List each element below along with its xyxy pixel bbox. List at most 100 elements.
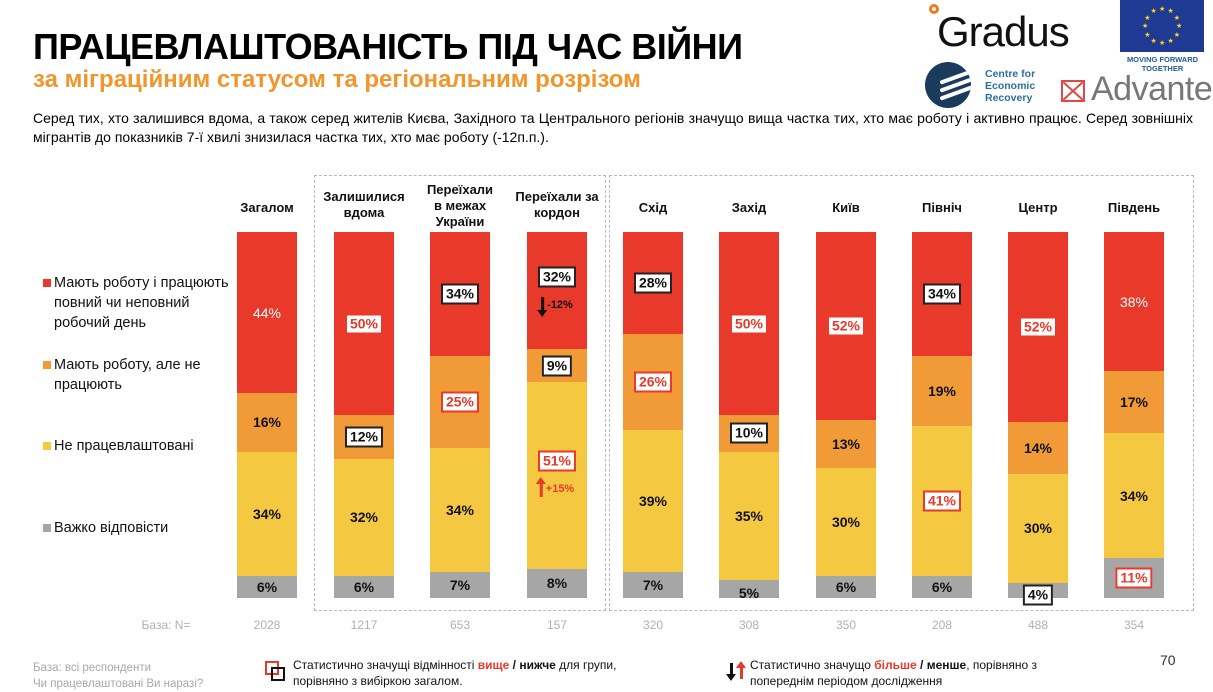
data-label: 11% [1115, 567, 1153, 589]
page-title: ПРАЦЕВЛАШТОВАНІСТЬ ПІД ЧАС ВІЙНИ [33, 26, 743, 67]
bar-segment-work_not: 12% [334, 415, 394, 459]
bar-segment-unemployed: 34% [1104, 433, 1164, 558]
data-label: 51% [537, 450, 577, 472]
eu-star-icon: ★ [1144, 31, 1151, 39]
stacked-bar: 50% 12% 32% 6% [334, 232, 394, 598]
column-header: Захід [731, 200, 767, 215]
data-label: 50% [344, 313, 384, 334]
bar-segment-hard: 7% [430, 572, 490, 598]
base-n-value: 1217 [350, 618, 378, 632]
data-label: 5% [738, 584, 760, 601]
bar-segment-work_full: 28% [623, 232, 683, 335]
bar-segment-hard: 4% [1008, 583, 1068, 606]
bar-segment-unemployed: 35% [719, 451, 779, 580]
bar-segment-unemployed: 51% +15% [527, 382, 587, 569]
column-header: Залишилися вдома [323, 189, 405, 220]
chg-less: менше [926, 658, 967, 672]
bar-segment-unemployed: 30% [816, 467, 876, 577]
stacked-bar: 34% 25% 34% 7% [430, 232, 490, 598]
data-label: 52% [826, 315, 866, 337]
partner-logos: Gradus ★ ★ ★ ★ ★ ★ ★ ★ ★ ★ ★ ★ MOVING FORWARD TOGET… [925, 0, 1213, 110]
stacked-bar: 50% 10% 35% 5% [719, 232, 779, 601]
bar-segment-hard: 6% [912, 576, 972, 598]
column-header: Переїхали за кордон [515, 189, 599, 220]
bar-segment-work_not: 9% [527, 349, 587, 383]
data-label: 8% [546, 575, 568, 592]
data-label: 10% [729, 422, 769, 444]
base-n-value: 157 [546, 618, 568, 632]
bar-segment-hard: 11% [1104, 557, 1164, 598]
column-header: Переїхали в межах України [426, 182, 494, 229]
base-n-value: 354 [1123, 618, 1145, 632]
bar-segment-unemployed: 34% [430, 447, 490, 573]
legend-swatch-orange [43, 361, 51, 369]
bar-segment-hard: 7% [623, 572, 683, 598]
bar-segment-work_full: 52% [816, 232, 876, 421]
column-header: Загалом [240, 200, 294, 215]
sig-text: Статистично значущі відмінності [293, 658, 478, 672]
legend-swatch-yellow [43, 442, 51, 450]
bar-segment-hard: 5% [719, 579, 779, 601]
eu-star-icon: ★ [1144, 14, 1151, 22]
column-header: Південь [1107, 200, 1161, 215]
eu-star-icon: ★ [1167, 37, 1174, 45]
footer-question: Чи працевлаштовані Ви наразі? [33, 678, 204, 690]
eu-star-icon: ★ [1159, 40, 1166, 47]
bar-segment-unemployed: 39% [623, 429, 683, 573]
base-n-value: 2028 [253, 618, 281, 632]
data-label: 34% [445, 502, 475, 519]
data-label: 34% [1119, 487, 1149, 504]
bar-segment-hard: 6% [237, 576, 297, 598]
base-n-value: 350 [835, 618, 857, 632]
bar-segment-work_not: 10% [719, 415, 779, 452]
data-label: 17% [1119, 394, 1149, 411]
data-label: 50% [729, 313, 769, 334]
significance-boxes-icon [265, 661, 287, 683]
data-label: 38% [1119, 293, 1149, 310]
eu-star-icon: ★ [1173, 14, 1180, 22]
gradus-dot-icon [929, 4, 939, 14]
legend-swatch-red [43, 279, 51, 287]
legend-swatch-gray [43, 524, 51, 532]
base-n-value: 653 [449, 618, 471, 632]
bar-segment-hard: 8% [527, 568, 587, 598]
footer-base-line-1: База: всі респонденти [33, 662, 152, 674]
regions-group-box [609, 175, 1194, 611]
data-label: 9% [541, 355, 573, 377]
change-value: -12% [547, 298, 573, 311]
description-text: Серед тих, хто залишився вдома, а також … [33, 110, 1193, 145]
eu-star-icon: ★ [1150, 8, 1157, 16]
data-label: 7% [642, 577, 664, 594]
data-label: 30% [831, 513, 861, 530]
bar-segment-work_not: 13% [816, 420, 876, 468]
bar-segment-unemployed: 34% [237, 451, 297, 577]
data-label: 14% [1023, 439, 1053, 456]
stacked-bar: 52% 13% 30% 6% [816, 232, 876, 598]
page-subtitle: за міграційним статусом та регіональним … [33, 66, 641, 93]
sig-sep: / [509, 658, 520, 672]
cer-logo-text: Centre for Economic Recovery [985, 68, 1035, 104]
eu-star-icon: ★ [1176, 23, 1183, 30]
stacked-bar: 44% 16% 34% 6% [237, 232, 297, 598]
bar-segment-work_full: 34% [430, 232, 490, 357]
footer-base-note: База: всі респонденти Чи працевлаштовані… [33, 660, 203, 692]
data-label: 6% [931, 579, 953, 595]
bar-segment-work_not: 16% [237, 393, 297, 452]
eu-slogan: MOVING FORWARD TOGETHER [1126, 55, 1199, 73]
data-label: 44% [252, 304, 282, 321]
eu-star-icon: ★ [1142, 23, 1149, 30]
base-n-value: 320 [642, 618, 664, 632]
data-label: 34% [922, 283, 962, 305]
data-label: 32% [537, 266, 577, 288]
cer-line-3: Recovery [985, 92, 1033, 104]
change-value: +15% [545, 483, 575, 496]
cer-line-2: Economic [985, 80, 1036, 92]
legend-label: Мають роботу і працюють повний чи неповн… [54, 275, 229, 331]
sig-text-post: для групи, [555, 658, 617, 672]
legend-item-hard: Важко відповісти [40, 518, 240, 538]
chg-text: Статистично значущо [750, 658, 875, 672]
gradus-logo: Gradus [937, 8, 1070, 55]
advanter-logo: Advanter [1091, 70, 1213, 108]
legend-item-work-full: Мають роботу і працюють повний чи неповн… [40, 273, 240, 333]
sig-higher: вище [477, 658, 510, 672]
